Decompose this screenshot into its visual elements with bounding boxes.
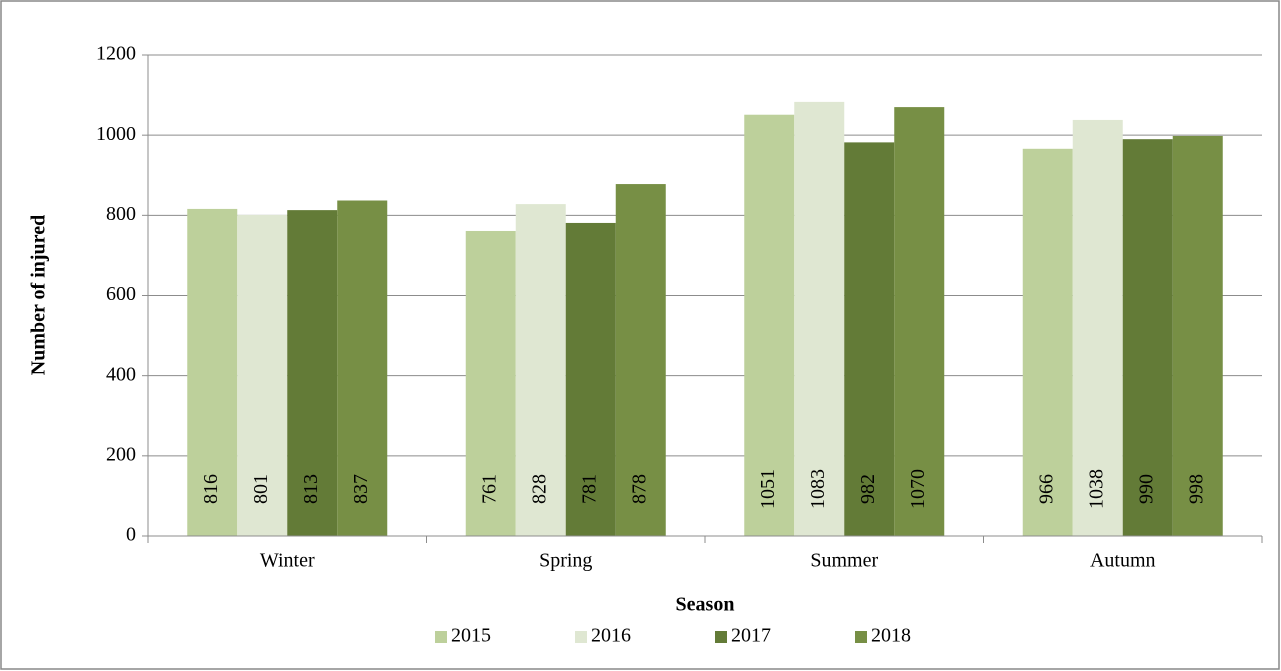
- bar: [515, 204, 566, 537]
- value-label: 837: [350, 474, 372, 504]
- value-label: 816: [200, 474, 222, 504]
- x-tick-label: Summer: [810, 550, 878, 572]
- bar: [1122, 139, 1173, 537]
- value-label: 813: [300, 474, 322, 504]
- x-tick-label: Winter: [260, 550, 315, 572]
- legend-label: 2018: [871, 625, 911, 647]
- bar: [615, 184, 666, 536]
- y-tick-label: 400: [106, 363, 136, 385]
- y-tick-label: 0: [126, 524, 136, 546]
- bar: [187, 208, 238, 537]
- value-label: 801: [250, 474, 272, 504]
- bar: [1172, 135, 1223, 537]
- bar: [1072, 119, 1123, 536]
- value-label: 966: [1035, 474, 1057, 504]
- value-label: 982: [857, 474, 879, 504]
- bar: [565, 222, 616, 537]
- bar: [794, 101, 845, 537]
- y-axis-label: Number of injured: [28, 215, 50, 375]
- value-label: 1038: [1085, 469, 1107, 509]
- y-tick-label: 600: [106, 283, 136, 305]
- bar: [465, 230, 516, 537]
- x-tick-label: Autumn: [1090, 550, 1156, 572]
- value-label: 828: [528, 474, 550, 504]
- value-label: 998: [1185, 474, 1207, 504]
- legend-label: 2016: [591, 625, 631, 647]
- y-tick-label: 1000: [96, 123, 136, 145]
- legend-swatch: [715, 631, 727, 643]
- value-label: 1070: [907, 469, 929, 509]
- bar: [337, 200, 388, 536]
- value-label: 1051: [757, 469, 779, 509]
- value-label: 781: [578, 474, 600, 504]
- x-tick-label: Spring: [539, 550, 592, 572]
- legend-label: 2017: [731, 625, 771, 647]
- bar: [894, 107, 945, 536]
- legend-swatch: [435, 631, 447, 643]
- bar: [237, 214, 288, 536]
- legend-swatch: [855, 631, 867, 643]
- legend-swatch: [575, 631, 587, 643]
- value-label: 1083: [807, 469, 829, 509]
- legend-label: 2015: [451, 625, 491, 647]
- bar: [1022, 148, 1073, 537]
- bar: [844, 142, 895, 537]
- bar: [744, 114, 795, 536]
- y-tick-label: 200: [106, 443, 136, 465]
- value-label: 990: [1135, 474, 1157, 504]
- y-tick-label: 1200: [96, 43, 136, 65]
- x-axis-label: Season: [676, 594, 735, 616]
- value-label: 761: [478, 474, 500, 504]
- y-tick-label: 800: [106, 203, 136, 225]
- value-label: 878: [628, 474, 650, 504]
- bar: [287, 210, 338, 536]
